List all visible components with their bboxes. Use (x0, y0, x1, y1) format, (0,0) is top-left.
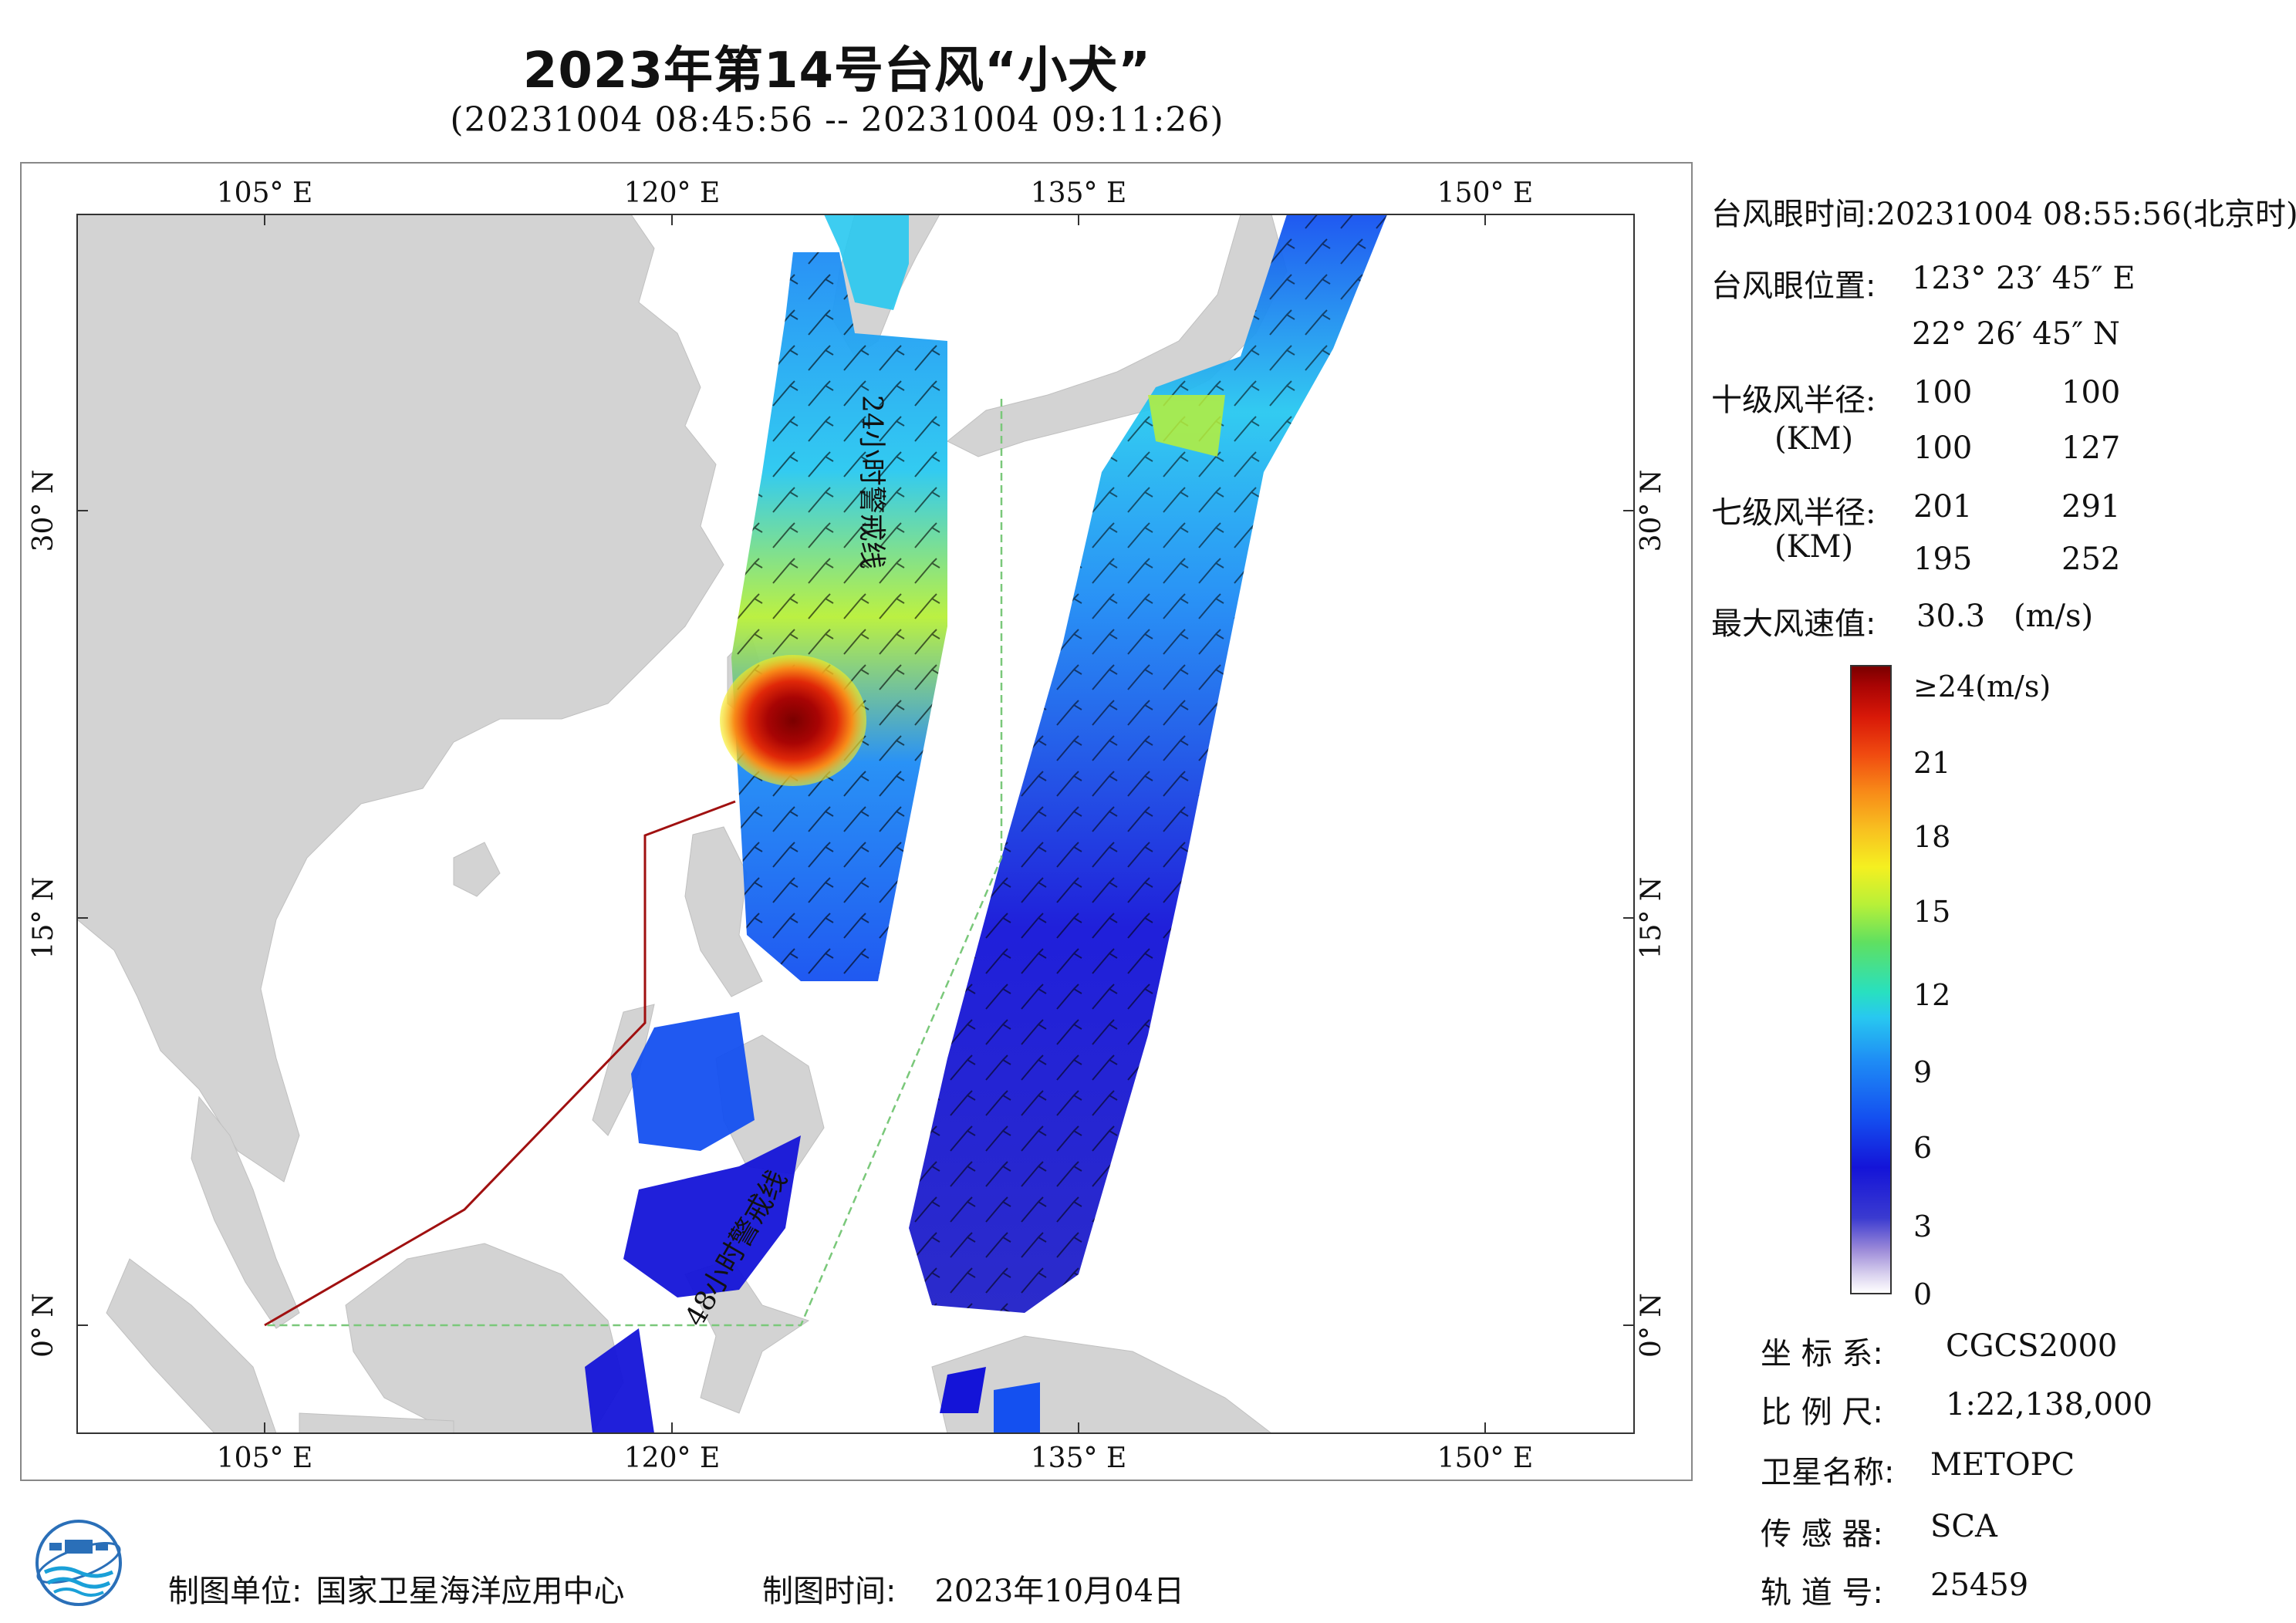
lon-label-bottom-135: 135° E (1031, 1442, 1126, 1474)
crs-value: CGCS2000 (1946, 1328, 2118, 1364)
lon-label-top-120: 120° E (624, 177, 720, 209)
crs-label: 坐 标 系: (1761, 1336, 1883, 1372)
r7-value-2: 291 (2061, 489, 2121, 525)
footer-date-value: 2023年10月04日 (934, 1574, 1185, 1609)
lon-label-bottom-105: 105° E (217, 1442, 312, 1474)
colorbar-tick-21: 21 (1913, 746, 1951, 780)
scale-row: 比 例 尺: (1761, 1387, 1883, 1432)
max-wind-value: 30.3 (1916, 599, 1986, 634)
r10-unit: (KM) (1774, 421, 1854, 457)
scatterometer-swath-west (585, 214, 947, 1433)
frame-ticks (77, 214, 1634, 1433)
r10-value-2: 100 (2061, 375, 2121, 410)
colorbar-tick-12: 12 (1913, 978, 1951, 1012)
sensor-label: 传 感 器: (1761, 1517, 1883, 1552)
colorbar-tick-24: ≥24(m/s) (1913, 670, 2051, 704)
eye-lon: 123° 23′ 45″ E (1912, 261, 2136, 296)
footer-org-value: 国家卫星海洋应用中心 (316, 1574, 625, 1609)
colorbar-tick-0: 0 (1913, 1277, 1933, 1311)
satellite-value: METOPC (1930, 1447, 2075, 1483)
r10-value-1: 100 (1913, 375, 1973, 410)
lat-label-right-0: 0° N (1636, 1293, 1667, 1358)
boundary-line (264, 800, 736, 1327)
map-title: 2023年第14号台风“小犬” (522, 42, 1152, 100)
map-time-range: (20231004 08:45:56 -- 20231004 09:11:26) (450, 100, 1224, 140)
footer-org-label: 制图单位: (168, 1574, 302, 1609)
r10-label: 十级风半径: (1711, 383, 1876, 418)
lon-label-bottom-120: 120° E (624, 1442, 720, 1474)
wind-speed-colorbar (1850, 665, 1892, 1294)
eye-time-label: 台风眼时间: (1711, 197, 1876, 232)
max-wind-row: 最大风速值: (1711, 599, 1876, 643)
lat-label-right-15: 15° N (1636, 877, 1667, 960)
typhoon-core (720, 655, 866, 786)
sensor-value: SCA (1930, 1509, 1997, 1544)
nsoas-logo-icon (35, 1520, 122, 1606)
warning-line-24h-label: 24小时警戒线 (856, 395, 887, 569)
r7-unit: (KM) (1774, 529, 1854, 565)
max-wind-unit: (m/s) (2014, 599, 2094, 634)
scatterometer-swath-east (909, 214, 1387, 1433)
r7-label: 七级风半径: (1711, 495, 1876, 531)
max-wind-label: 最大风速值: (1711, 606, 1876, 642)
colorbar-tick-15: 15 (1913, 895, 1951, 929)
colorbar-tick-3: 3 (1913, 1210, 1933, 1243)
orbit-row: 轨 道 号: (1761, 1567, 1883, 1612)
footer-org: 制图单位: 国家卫星海洋应用中心 (168, 1566, 624, 1611)
orbit-label: 轨 道 号: (1761, 1575, 1883, 1611)
colorbar-tick-9: 9 (1913, 1055, 1933, 1089)
colorbar-tick-18: 18 (1913, 820, 1951, 854)
warning-line-24h (265, 399, 1003, 1327)
eye-lat: 22° 26′ 45″ N (1912, 316, 2120, 352)
orbit-value: 25459 (1930, 1567, 2029, 1603)
crs-row: 坐 标 系: (1761, 1328, 1883, 1373)
lat-label-right-30: 30° N (1636, 470, 1667, 552)
r7-value-3: 195 (1913, 542, 1973, 577)
lon-label-bottom-150: 150° E (1437, 1442, 1533, 1474)
r10-value-3: 100 (1913, 430, 1973, 466)
lon-label-top-105: 105° E (217, 177, 312, 209)
footer-date: 制图时间: 2023年10月04日 (762, 1566, 1184, 1611)
satellite-label: 卫星名称: (1761, 1455, 1895, 1490)
lat-label-left-30: 30° N (28, 470, 59, 552)
r7-value-1: 201 (1913, 489, 1973, 525)
lon-label-top-135: 135° E (1031, 177, 1126, 209)
map-frame: 24小时警戒线 48小时警戒线 105° E 120° E 135° E 150… (20, 162, 1693, 1481)
satellite-row: 卫星名称: (1761, 1447, 1894, 1492)
colorbar-tick-6: 6 (1913, 1131, 1933, 1165)
lon-label-top-150: 150° E (1437, 177, 1533, 209)
eye-pos-label: 台风眼位置: (1711, 268, 1876, 304)
r7-value-4: 252 (2061, 542, 2121, 577)
eye-pos-row: 台风眼位置: (1711, 261, 1876, 305)
lat-label-left-0: 0° N (28, 1293, 59, 1358)
eye-time-value: 20231004 08:55:56(北京时) (1876, 197, 2296, 232)
lat-label-left-15: 15° N (28, 877, 59, 960)
map-canvas[interactable]: 24小时警戒线 48小时警戒线 105° E 120° E 135° E 150… (22, 164, 1691, 1480)
sensor-row: 传 感 器: (1761, 1509, 1883, 1554)
scale-value: 1:22,138,000 (1946, 1387, 2152, 1422)
eye-time-row: 台风眼时间:20231004 08:55:56(北京时) (1711, 189, 2296, 234)
scale-label: 比 例 尺: (1761, 1395, 1883, 1430)
r10-value-4: 127 (2061, 430, 2121, 466)
footer-date-label: 制图时间: (762, 1574, 896, 1609)
